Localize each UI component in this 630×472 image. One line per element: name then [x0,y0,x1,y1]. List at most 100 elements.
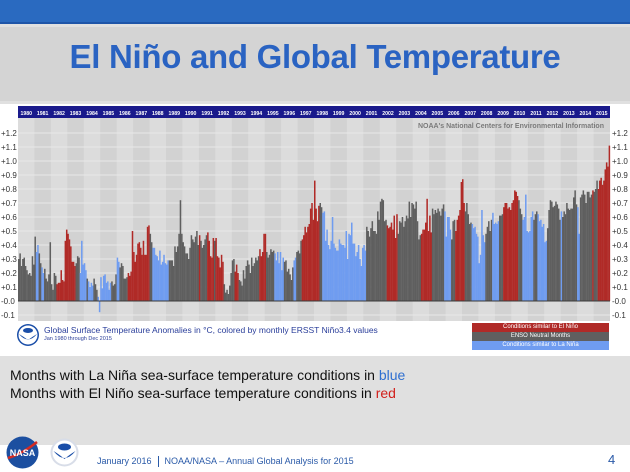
bar-1989-12 [181,233,183,301]
bar-2005-2 [430,232,432,301]
bar-2012-12 [559,219,561,301]
year-label: 2001 [366,111,378,117]
bar-2006-12 [460,182,463,301]
bar-2005-5 [434,210,437,301]
bar-1980-6 [24,266,27,301]
bar-1994-6 [255,257,257,301]
y-tick-label-right: +1.1 [612,143,628,152]
bar-1985-3 [102,275,105,301]
footer-separator [157,456,159,468]
bar-1993-7 [240,281,242,301]
bar-1982-5 [56,284,58,301]
bar-1983-4 [71,261,73,301]
bar-2010-5 [516,196,519,301]
bar-1982-9 [61,280,64,301]
bar-2007-6 [468,224,471,301]
bar-2010-11 [525,194,527,301]
bar-1991-3 [201,247,204,301]
bar-1984-7 [92,285,94,301]
bar-1985-9 [111,281,113,301]
bar-1986-5 [122,266,124,301]
bar-1988-8 [159,250,161,301]
bar-1991-10 [211,257,213,301]
bar-1988-5 [155,254,157,301]
bar-1988-7 [157,260,160,301]
y-tick-label-right: +0.9 [612,171,628,180]
chart-subcaption: Jan 1980 through Dec 2015 [44,336,112,342]
bar-1984-9 [94,284,97,301]
bar-1980-5 [23,257,25,301]
bar-1994-5 [253,263,256,301]
bar-1985-4 [104,274,106,301]
y-tick-label-right: -0.0 [612,297,626,306]
bar-1992-5 [220,254,223,301]
bar-2007-7 [470,222,472,301]
bar-1988-1 [149,233,152,301]
year-label: 1987 [136,111,148,117]
bar-1992-10 [227,294,230,301]
bar-1999-9 [341,245,343,301]
bar-2011-7 [536,211,538,301]
year-label: 1980 [20,111,32,117]
bar-1980-11 [31,256,34,301]
bar-1992-11 [229,285,231,301]
bar-1998-3 [316,221,319,301]
y-tick-label-left: +0.8 [1,185,17,194]
blue-word: blue [378,367,406,383]
bar-1992-12 [230,273,232,301]
bar-2008-6 [485,233,487,301]
bar-1984-3 [86,278,89,301]
bar-1994-3 [250,257,253,301]
bar-2008-9 [489,231,491,301]
bar-1982-1 [50,284,53,301]
bar-1980-4 [22,259,24,301]
bar-2000-1 [346,259,349,301]
y-tick-label-left: +0.5 [1,227,17,236]
year-label: 2004 [415,111,427,117]
bar-2013-3 [563,211,565,301]
bar-2002-11 [393,215,395,301]
bar-1989-10 [178,233,180,301]
bar-1988-6 [156,256,158,301]
bar-1999-5 [335,250,338,301]
bar-1985-12 [115,274,117,301]
y-tick-label-left: +0.4 [1,241,17,250]
footer-date: January 2016 [97,456,152,466]
bar-2008-2 [479,254,482,301]
bar-1984-6 [90,282,93,301]
bar-2005-3 [431,208,434,301]
bar-1996-10 [293,260,295,301]
year-label: 1988 [152,111,164,117]
year-label: 1998 [316,111,328,117]
bar-1986-1 [116,257,119,301]
bar-2005-6 [435,212,438,301]
year-label: 2015 [596,111,608,117]
bar-1988-2 [150,242,153,301]
bar-1994-7 [256,260,258,301]
bar-1981-6 [41,267,43,301]
bar-2001-3 [366,226,368,301]
y-tick-label-left: +0.2 [1,269,17,278]
bar-2004-2 [414,208,416,301]
bar-2008-4 [482,235,485,301]
bar-2008-7 [486,226,489,301]
bar-2002-9 [390,222,393,301]
bar-1995-11 [278,263,280,301]
bar-1999-7 [338,239,341,301]
bar-1997-12 [312,219,315,301]
year-label: 1993 [234,111,246,117]
bar-2008-5 [483,242,486,301]
bar-2004-9 [423,229,426,301]
bar-2001-1 [363,245,365,301]
year-label: 1981 [37,111,49,117]
bar-1981-2 [35,252,38,301]
bar-1995-1 [264,233,267,301]
legend-el-nino: Conditions similar to El Niño [472,323,609,332]
bar-2003-12 [411,203,413,301]
bar-1992-3 [218,257,220,301]
bar-1996-5 [286,271,289,301]
bar-2007-5 [467,214,469,301]
bar-2000-7 [355,256,357,301]
year-label: 1983 [70,111,82,117]
bar-1981-1 [34,236,36,301]
